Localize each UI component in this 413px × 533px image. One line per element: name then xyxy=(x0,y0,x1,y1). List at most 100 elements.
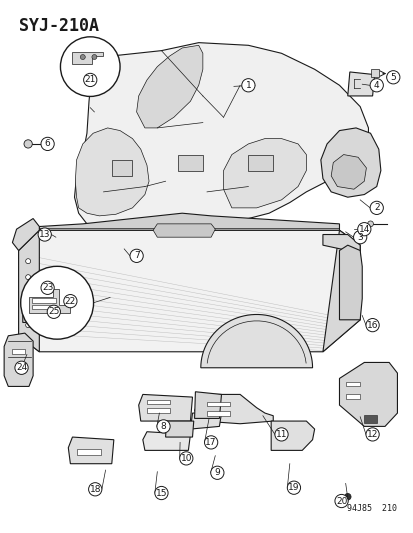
Circle shape xyxy=(365,428,378,441)
Text: 1: 1 xyxy=(245,81,251,90)
Text: 24: 24 xyxy=(16,364,27,372)
Polygon shape xyxy=(322,235,359,256)
Polygon shape xyxy=(12,349,25,354)
Circle shape xyxy=(369,201,382,214)
Text: 18: 18 xyxy=(89,485,101,494)
Polygon shape xyxy=(75,128,149,216)
Circle shape xyxy=(64,295,77,308)
Polygon shape xyxy=(29,289,69,313)
Text: 22: 22 xyxy=(64,297,76,305)
Circle shape xyxy=(210,466,223,479)
Polygon shape xyxy=(206,411,229,416)
Circle shape xyxy=(241,79,254,92)
Circle shape xyxy=(130,249,143,262)
Text: 25: 25 xyxy=(48,308,59,316)
Polygon shape xyxy=(339,245,361,320)
Circle shape xyxy=(367,221,373,227)
Circle shape xyxy=(365,319,378,332)
Circle shape xyxy=(334,495,347,507)
Polygon shape xyxy=(138,394,192,421)
Circle shape xyxy=(26,306,31,312)
Circle shape xyxy=(369,79,382,92)
Polygon shape xyxy=(71,52,102,64)
Text: 10: 10 xyxy=(180,454,192,463)
Text: 23: 23 xyxy=(42,284,53,292)
Polygon shape xyxy=(12,219,39,251)
Polygon shape xyxy=(32,305,56,309)
Polygon shape xyxy=(330,155,366,189)
Text: 16: 16 xyxy=(366,321,377,329)
Text: 8: 8 xyxy=(160,422,166,431)
Polygon shape xyxy=(194,394,273,424)
Circle shape xyxy=(47,305,60,318)
Circle shape xyxy=(154,487,168,499)
Circle shape xyxy=(26,274,31,280)
Text: 7: 7 xyxy=(133,252,139,260)
Polygon shape xyxy=(153,224,215,237)
Polygon shape xyxy=(39,213,339,230)
Polygon shape xyxy=(142,432,190,450)
Polygon shape xyxy=(68,437,114,464)
Text: 19: 19 xyxy=(287,483,299,492)
Polygon shape xyxy=(32,298,56,303)
Circle shape xyxy=(386,71,399,84)
Polygon shape xyxy=(206,402,229,406)
Text: 17: 17 xyxy=(205,438,216,447)
Circle shape xyxy=(15,361,28,374)
Circle shape xyxy=(80,54,85,60)
Polygon shape xyxy=(320,128,380,197)
Polygon shape xyxy=(147,408,169,413)
Circle shape xyxy=(41,281,54,294)
Text: 15: 15 xyxy=(155,489,167,497)
Polygon shape xyxy=(112,160,132,176)
Text: 13: 13 xyxy=(39,230,50,239)
Polygon shape xyxy=(147,400,169,404)
Text: 3: 3 xyxy=(356,233,362,241)
Text: 20: 20 xyxy=(335,497,347,505)
Circle shape xyxy=(353,231,366,244)
Polygon shape xyxy=(19,230,39,352)
Circle shape xyxy=(357,223,370,236)
Text: 11: 11 xyxy=(275,430,287,439)
Text: 6: 6 xyxy=(45,140,50,148)
Text: 94J85  210: 94J85 210 xyxy=(347,504,396,513)
Polygon shape xyxy=(4,333,33,386)
Circle shape xyxy=(21,266,93,339)
Text: 14: 14 xyxy=(358,225,369,233)
Polygon shape xyxy=(194,392,221,418)
Polygon shape xyxy=(190,413,221,429)
Polygon shape xyxy=(322,230,359,352)
Text: 5: 5 xyxy=(389,73,395,82)
Circle shape xyxy=(26,259,31,264)
Circle shape xyxy=(41,138,54,150)
Polygon shape xyxy=(345,382,359,386)
Circle shape xyxy=(344,494,350,500)
Polygon shape xyxy=(363,415,376,423)
Polygon shape xyxy=(345,394,359,399)
Circle shape xyxy=(204,436,217,449)
Circle shape xyxy=(179,452,192,465)
Text: 9: 9 xyxy=(214,469,220,477)
Circle shape xyxy=(26,322,31,328)
Text: SYJ-210A: SYJ-210A xyxy=(19,17,98,35)
Circle shape xyxy=(157,420,170,433)
Polygon shape xyxy=(271,421,314,450)
Circle shape xyxy=(287,481,300,494)
Text: 12: 12 xyxy=(366,430,377,439)
Polygon shape xyxy=(248,155,273,171)
Polygon shape xyxy=(76,449,101,455)
Circle shape xyxy=(60,37,120,96)
Text: 21: 21 xyxy=(84,76,96,84)
Circle shape xyxy=(24,140,32,148)
Text: 4: 4 xyxy=(373,81,379,90)
Circle shape xyxy=(83,74,97,86)
Circle shape xyxy=(26,290,31,296)
Circle shape xyxy=(38,228,51,241)
Polygon shape xyxy=(19,230,359,352)
Polygon shape xyxy=(136,45,202,128)
Circle shape xyxy=(92,54,97,60)
Polygon shape xyxy=(178,155,202,171)
Polygon shape xyxy=(223,139,306,208)
Polygon shape xyxy=(347,72,374,96)
Circle shape xyxy=(88,483,102,496)
